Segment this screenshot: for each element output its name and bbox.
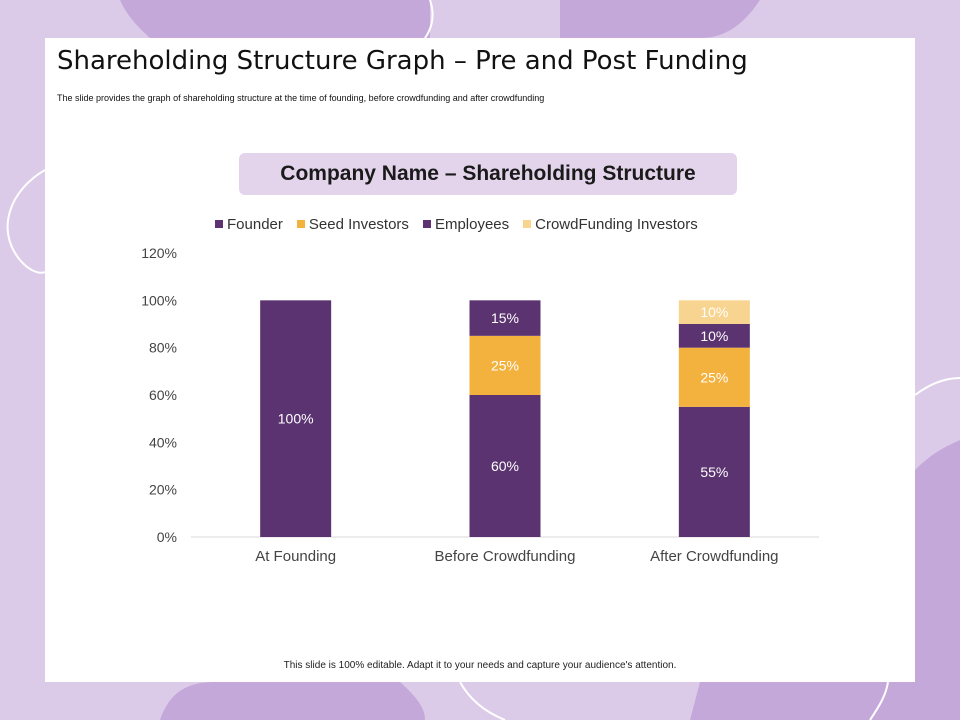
y-tick-label: 60% [149,387,177,403]
legend-label-seed-investors: Seed Investors [308,215,409,233]
y-tick-label: 100% [141,292,177,308]
background-shape-top-left-dark [120,0,430,38]
legend-swatch-founder [215,220,223,228]
legend-swatch-employees [422,220,431,228]
background-shape-bottom-right [690,440,960,720]
legend-swatch-seed-investors [296,220,305,228]
slide-card: Shareholding Structure Graph – Pre and P… [45,38,915,682]
background-curve-line-left [6,169,46,274]
data-label: 15% [491,310,519,326]
background-curve-line-top [424,0,434,39]
data-label: 25% [700,369,728,385]
legend-label-employees: Employees [434,215,510,233]
bar-segment [469,335,541,395]
legend-item-seed-investors: Seed Investors [296,215,409,233]
y-tick-label: 0% [157,529,177,545]
legend-item-employees: Employees [422,215,510,233]
background-curve-line-bottom-right [869,681,889,720]
legend-item-founder: Founder [215,216,283,233]
legend-swatch-crowdfunding-investors [523,220,532,228]
bar-segment [260,300,332,537]
legend-label-crowdfunding-investors: CrowdFunding Investors [535,215,698,233]
bar-segment [678,347,750,407]
x-tick-label: After Crowdfunding [650,548,778,565]
data-label: 10% [700,328,728,344]
data-label: 60% [491,458,519,474]
data-label: 100% [278,411,314,427]
y-tick-label: 20% [149,482,177,498]
chart-title: Company Name – Shareholding Structure [280,162,696,185]
data-label: 10% [700,304,728,320]
bar-segment [469,300,541,336]
bar-segment [469,395,541,537]
y-tick-label: 80% [149,340,177,356]
background-shape-top-right [560,0,760,38]
x-tick-label: Before Crowdfunding [435,548,576,565]
x-tick-label: At Founding [255,548,336,565]
background-curve-line-bottom [459,681,506,720]
chart-plot: 0% 20% 40% 60% 80% 100% 120% 100% At Founding 60%… [141,245,819,565]
legend-item-crowdfunding-investors: CrowdFunding Investors [523,216,698,233]
chart-legend: Founder Seed Investors Employees CrowdFu… [215,214,698,234]
bar-segment [678,324,750,348]
legend-label-founder: Founder [227,215,283,233]
chart-title-box: Company Name – Shareholding Structure [239,153,737,195]
background-curve-line-right [914,377,960,396]
data-label: 55% [700,464,728,480]
slide-footer: This slide is 100% editable. Adapt it to… [283,660,677,671]
background-shape-bottom-left [160,682,425,720]
slide-subtitle: The slide provides the graph of sharehol… [57,93,545,103]
y-tick-label: 120% [141,245,177,261]
bar-segment [678,300,750,324]
bar-segment [678,406,750,537]
y-tick-label: 40% [149,434,177,450]
data-label: 25% [491,357,519,373]
slide-title: Shareholding Structure Graph – Pre and P… [57,46,748,76]
